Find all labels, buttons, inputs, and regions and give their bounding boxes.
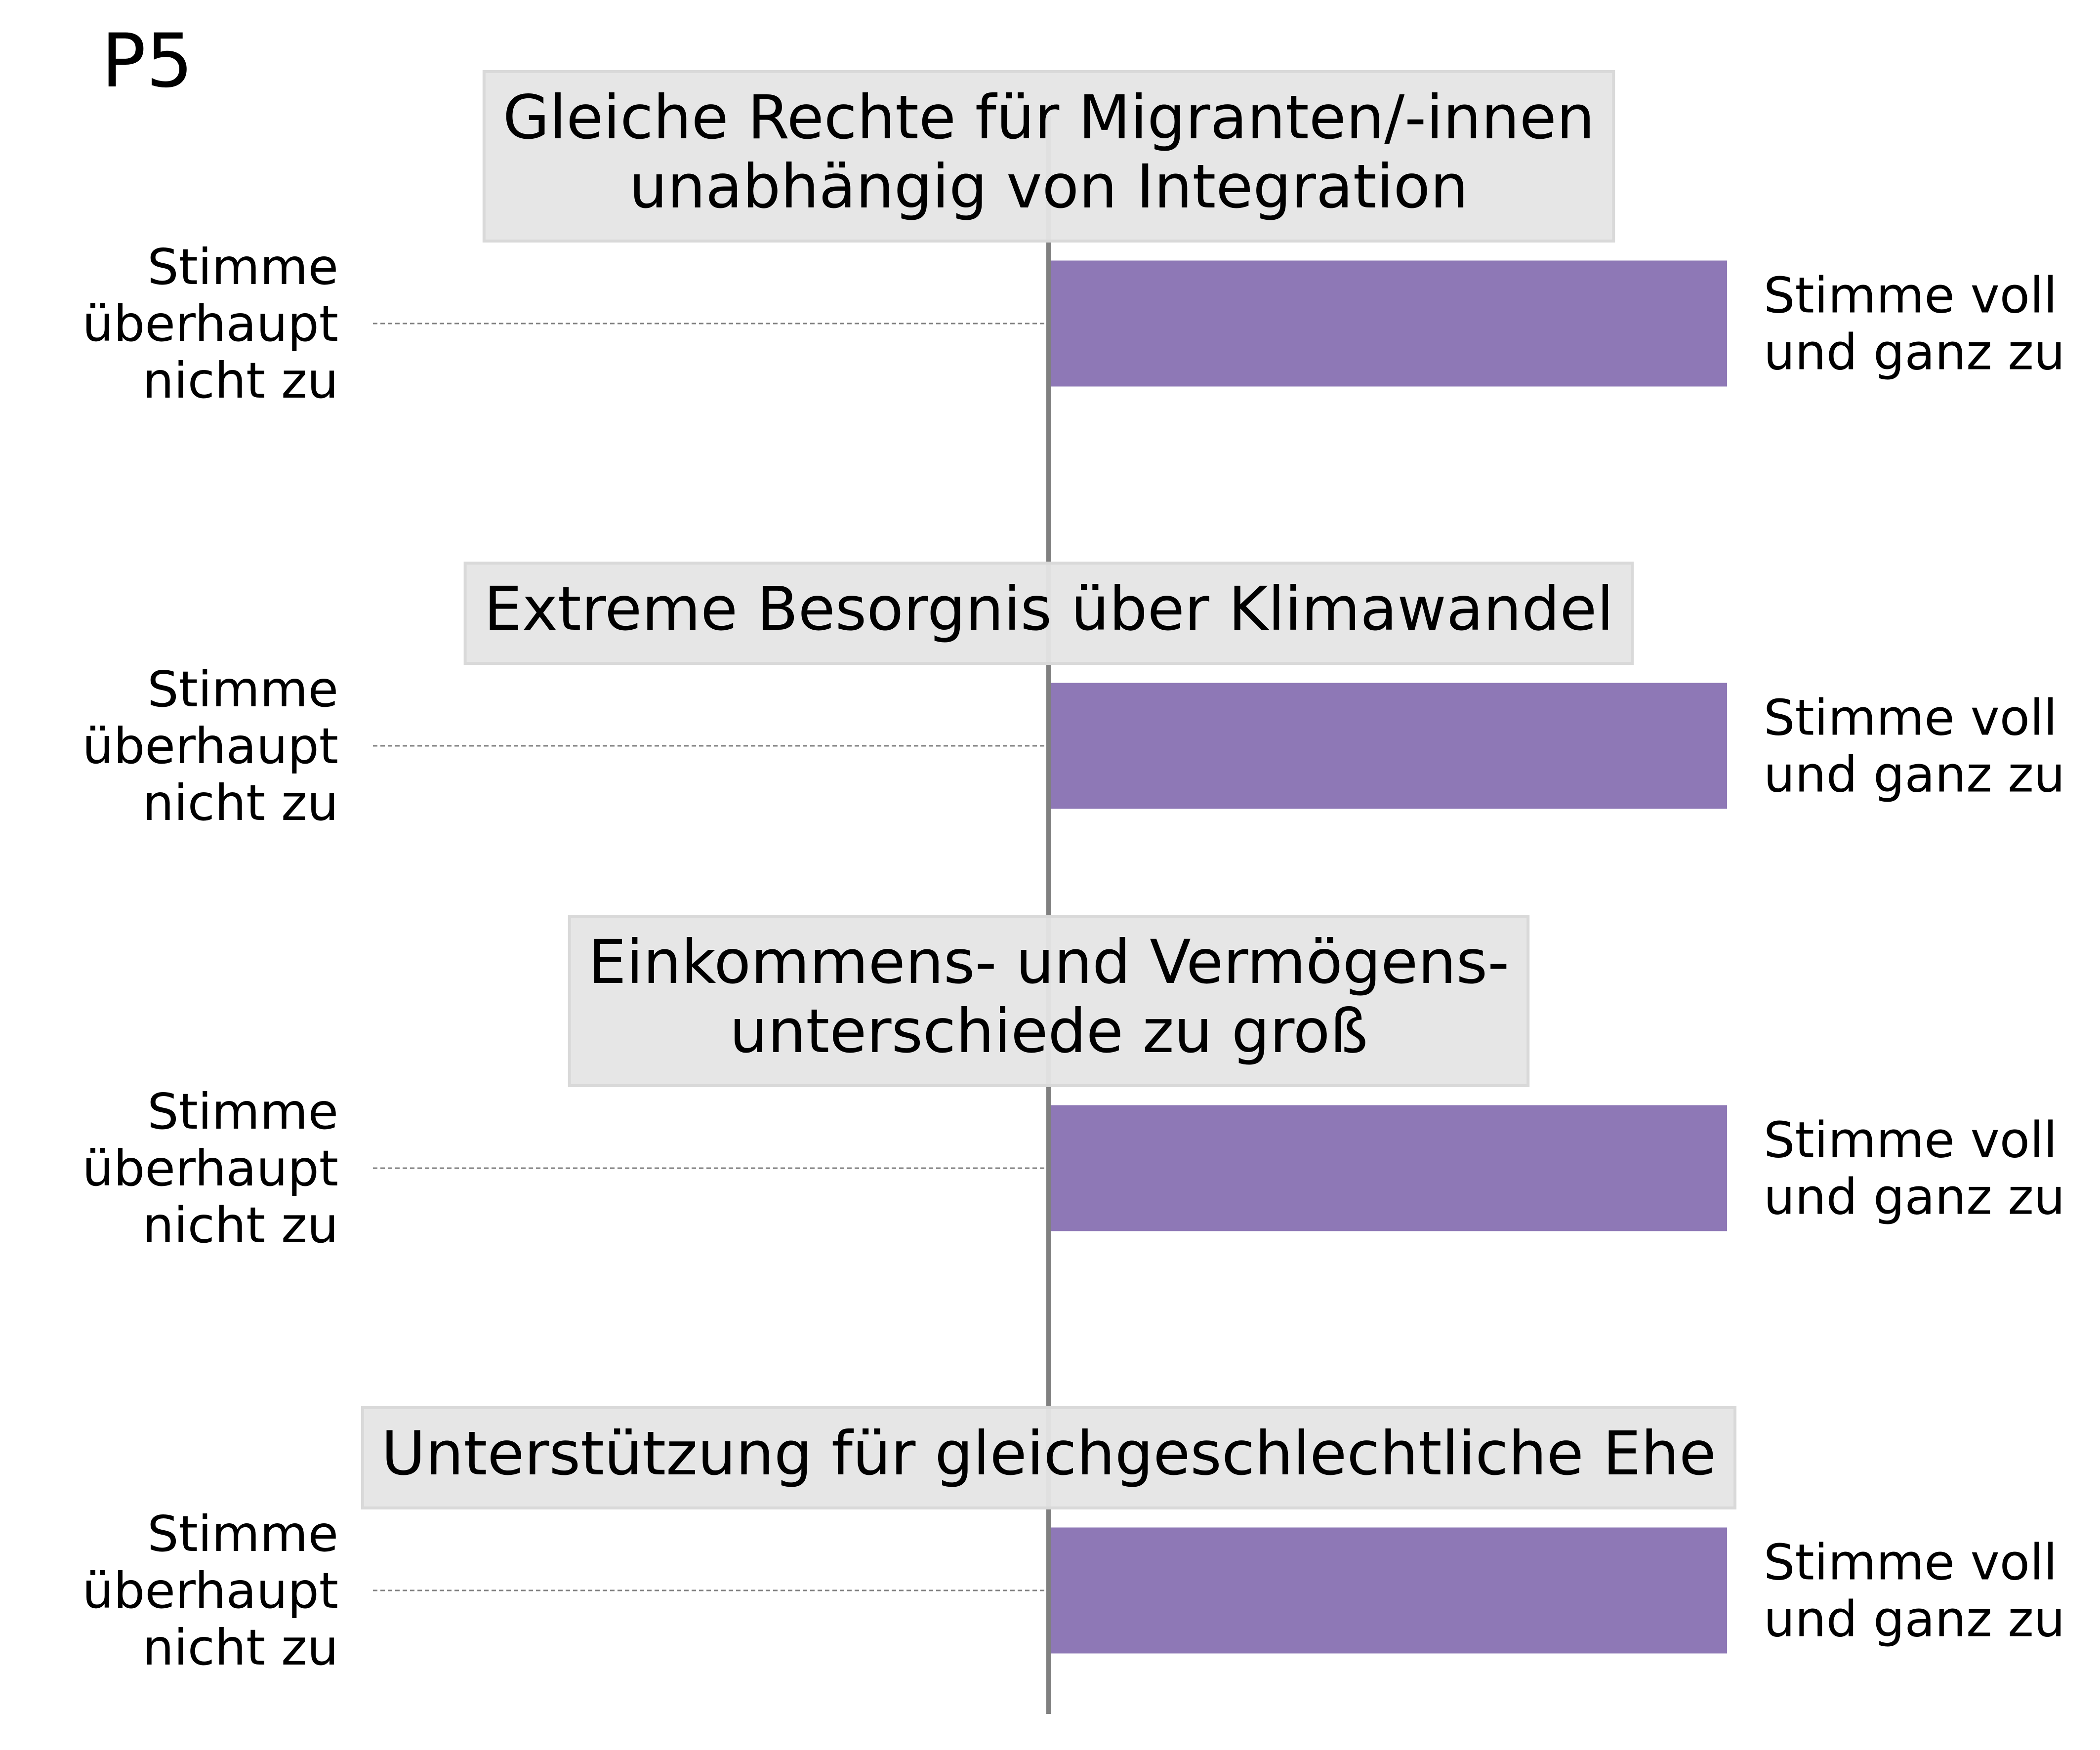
left-scale-label-line: überhaupt xyxy=(82,295,338,353)
bar-1 xyxy=(1049,260,1727,387)
right-scale-label-line: und ganz zu xyxy=(1764,746,2065,804)
bar-2 xyxy=(1049,683,1727,809)
left-scale-label-line: nicht zu xyxy=(143,1196,338,1254)
question-title: Einkommens- und Vermögens-unterschiede z… xyxy=(588,927,1510,1066)
right-scale-label: Stimme voll und ganz zu xyxy=(1764,1534,2065,1648)
bar-4 xyxy=(1049,1527,1727,1654)
right-scale-label-line: Stimme voll xyxy=(1764,267,2058,325)
left-scale-label: Stimme überhaupt nicht zu xyxy=(82,238,338,409)
left-scale-label: Stimme überhaupt nicht zu xyxy=(82,1505,338,1676)
question-title: Extreme Besorgnis über Klimawandel xyxy=(484,574,1614,644)
question-title: Gleiche Rechte für Migranten/-innen unabh… xyxy=(503,82,1595,222)
right-scale-label-line: und ganz zu xyxy=(1764,324,2065,381)
right-scale-label-line: Stimme voll xyxy=(1764,1534,2058,1591)
question-title-line: unterschiede zu groß xyxy=(730,996,1368,1066)
left-scale-label-line: überhaupt xyxy=(82,717,338,775)
left-scale-label-line: nicht zu xyxy=(143,1619,338,1676)
left-scale-label: Stimme überhaupt nicht zu xyxy=(82,660,338,832)
left-scale-label-line: Stimme xyxy=(147,660,338,718)
right-scale-label-line: und ganz zu xyxy=(1764,1168,2065,1226)
bars-group xyxy=(1049,260,1727,1654)
bar-3 xyxy=(1049,1105,1727,1231)
left-scale-label-line: nicht zu xyxy=(143,352,338,409)
question-title-line: Einkommens- und Vermögens- xyxy=(588,927,1510,997)
right-scale-label: Stimme voll und ganz zu xyxy=(1764,1111,2065,1226)
right-scale-label-line: Stimme voll xyxy=(1764,1111,2058,1169)
right-scale-label-line: Stimme voll xyxy=(1764,689,2058,747)
left-scale-label-line: nicht zu xyxy=(143,774,338,832)
titles-group: Gleiche Rechte für Migranten/-innen unabh… xyxy=(361,70,1737,1509)
right-scale-label: Stimme voll und ganz zu xyxy=(1764,267,2065,381)
left-scale-label-line: Stimme xyxy=(147,1083,338,1140)
right-scale-label: Stimme voll und ganz zu xyxy=(1764,689,2065,804)
question-title-line: unabhängig von Integration xyxy=(629,152,1468,222)
question-title-line: Unterstützung für gleichgeschlechtliche … xyxy=(381,1419,1716,1489)
question-title-box xyxy=(361,1406,1737,1509)
question-title-line: Extreme Besorgnis über Klimawandel xyxy=(484,574,1614,644)
left-scale-label-line: Stimme xyxy=(147,238,338,296)
left-scale-label-line: überhaupt xyxy=(82,1140,338,1197)
question-title-line: Gleiche Rechte für Migranten/-innen xyxy=(503,82,1595,153)
question-title-box xyxy=(482,70,1615,243)
right-scale-label-line: und ganz zu xyxy=(1764,1590,2065,1648)
question-title-box xyxy=(568,915,1530,1087)
question-title-box xyxy=(463,562,1634,665)
left-scale-label-line: Stimme xyxy=(147,1505,338,1563)
left-scale-label: Stimme überhaupt nicht zu xyxy=(82,1083,338,1254)
left-scale-label-line: überhaupt xyxy=(82,1562,338,1620)
panel-label: P5 xyxy=(101,18,193,104)
question-title: Unterstützung für gleichgeschlechtliche … xyxy=(381,1419,1716,1489)
